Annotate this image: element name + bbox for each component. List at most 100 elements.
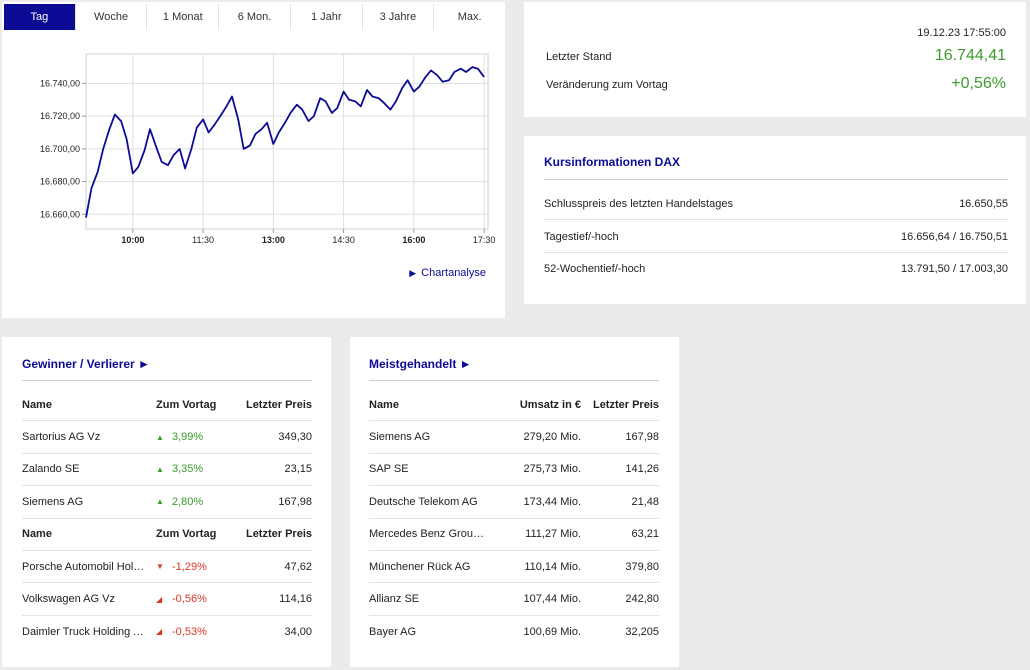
stock-name[interactable]: Allianz SE [369,593,420,606]
stock-name[interactable]: Zalando SE [22,463,80,476]
volume-cell: 275,73 Mio. [523,463,581,476]
chartanalyse-link[interactable]: ▶ Chartanalyse [409,267,486,279]
tab-max[interactable]: Max. [433,4,506,30]
change-cell: ▲ 3,99% [156,431,234,443]
winners-losers-panel: Gewinner / Verlierer ► Name Zum Vortag L… [2,337,331,667]
table-row[interactable]: Zalando SE ▲ 3,35% 23,15 [22,454,312,487]
table-header: Name Zum Vortag Letzter Preis [22,389,312,422]
change-value: 2,80% [172,495,204,508]
price-cell: 32,205 [625,625,659,638]
stock-name[interactable]: Daimler Truck Holding AG [22,625,149,638]
triangle-up-icon: ▲ [156,432,164,442]
change-cell: ▼ -1,29% [156,561,234,573]
y-tick-label: 16.740,00 [40,78,80,88]
stock-name[interactable]: SAP SE [369,463,409,476]
tab-3-years[interactable]: 3 Jahre [361,4,434,30]
price-cell: 47,62 [284,560,312,573]
info-value: 16.650,55 [959,197,1008,210]
stock-name[interactable]: Münchener Rück AG [369,560,471,573]
x-tick-label: 10:00 [121,235,144,245]
last-value: 16.744,41 [934,47,1006,64]
quote-panel: 19.12.23 17:55:00 Letzter Stand 16.744,4… [524,2,1026,117]
stock-name[interactable]: Siemens AG [369,431,431,444]
stock-name[interactable]: Deutsche Telekom AG [369,495,478,508]
tab-1-month[interactable]: 1 Monat [146,4,219,30]
col-name: Name [22,528,52,541]
stock-name[interactable]: Volkswagen AG Vz [22,593,115,606]
col-change: Zum Vortag [156,398,217,411]
price-cell: 167,98 [625,431,659,444]
play-triangle-icon: ▶ [409,267,417,278]
price-info-panel: Kursinformationen DAX Schlusspreis des l… [524,136,1026,304]
price-cell: 63,21 [631,528,659,541]
table-row[interactable]: Siemens AG ▲ 2,80% 167,98 [22,486,312,519]
table-row[interactable]: Allianz SE 107,44 Mio. 242,80 [369,583,659,616]
price-cell: 23,15 [284,463,312,476]
triangle-up-icon: ▲ [156,464,164,474]
info-row: Schlusspreis des letzten Handelstages 16… [544,188,1008,220]
table-row[interactable]: SAP SE 275,73 Mio. 141,26 [369,454,659,487]
table-header: Name Umsatz in € Letzter Preis [369,389,659,422]
y-tick-label: 16.660,00 [40,209,80,219]
tab-6-months[interactable]: 6 Mon. [218,4,290,30]
winners-losers-title[interactable]: Gewinner / Verlierer ► [22,357,150,371]
tab-day[interactable]: Tag [4,4,75,30]
title-divider [544,179,1008,180]
change-cell: ▲ 2,80% [156,496,234,508]
info-row: Tagestief/-hoch 16.656,64 / 16.750,51 [544,221,1008,253]
table-row[interactable]: Münchener Rück AG 110,14 Mio. 379,80 [369,551,659,584]
stock-name[interactable]: Siemens AG [22,495,84,508]
info-row: 52-Wochentief/-hoch 13.791,50 / 17.003,3… [544,253,1008,285]
table-row[interactable]: Deutsche Telekom AG 173,44 Mio. 21,48 [369,486,659,519]
price-cell: 379,80 [625,560,659,573]
table-row[interactable]: Volkswagen AG Vz ◢ -0,56% 114,16 [22,583,312,616]
most-traded-title[interactable]: Meistgehandelt ► [369,357,472,371]
table-row[interactable]: Daimler Truck Holding AG ◢ -0,53% 34,00 [22,616,312,648]
col-volume: Umsatz in € [519,398,581,411]
price-cell: 141,26 [625,463,659,476]
chart-panel: Tag Woche 1 Monat 6 Mon. 1 Jahr 3 Jahre … [2,2,506,318]
stock-name[interactable]: Sartorius AG Vz [22,431,101,444]
info-label: Tagestief/-hoch [544,230,619,243]
col-price: Letzter Preis [245,398,312,411]
tab-1-year[interactable]: 1 Jahr [289,4,362,30]
triangle-down-right-icon: ◢ [156,594,163,604]
price-info-title: Kursinformationen DAX [544,155,681,169]
y-tick-label: 16.720,00 [40,111,80,121]
table-row[interactable]: Mercedes Benz Group AG ... 111,27 Mio. 6… [369,519,659,551]
change-value: 3,99% [172,431,204,444]
price-cell: 34,00 [284,625,312,638]
table-row[interactable]: Bayer AG 100,69 Mio. 32,205 [369,616,659,648]
price-cell: 242,80 [625,593,659,606]
change-cell: ◢ -0,53% [156,626,234,638]
x-tick-label: 11:30 [192,235,214,245]
info-label: 52-Wochentief/-hoch [544,263,646,275]
volume-cell: 110,14 Mio. [524,560,581,573]
volume-cell: 100,69 Mio. [523,625,581,638]
col-name: Name [22,398,52,411]
triangle-down-right-icon: ◢ [156,627,163,637]
change-row: Veränderung zum Vortag +0,56% [546,75,1006,93]
winners-losers-table: Name Zum Vortag Letzter Preis Sartorius … [22,389,312,648]
intraday-chart[interactable]: 16.660,00 16.680,00 16.700,00 16.720,00 16.7… [2,32,505,257]
stock-name[interactable]: Porsche Automobil Holding... [22,560,156,573]
title-divider [22,380,312,381]
price-cell: 21,48 [631,495,659,508]
change-value: +0,56% [951,75,1006,92]
change-value: -1,29% [172,560,207,573]
table-row[interactable]: Siemens AG 279,20 Mio. 167,98 [369,421,659,454]
table-row[interactable]: Sartorius AG Vz ▲ 3,99% 349,30 [22,421,312,454]
stock-name[interactable]: Bayer AG [369,625,417,638]
volume-cell: 173,44 Mio. [523,495,581,508]
x-tick-label: 16:00 [402,235,425,245]
table-header: Name Zum Vortag Letzter Preis [22,519,312,551]
table-row[interactable]: Porsche Automobil Holding... ▼ -1,29% 47,… [22,551,312,584]
last-value-row: Letzter Stand 16.744,41 [546,47,1006,65]
price-cell: 114,16 [279,593,312,606]
info-label: Schlusspreis des letzten Handelstages [544,197,733,210]
x-tick-label: 13:00 [262,235,285,245]
stock-name[interactable]: Mercedes Benz Group AG ... [369,528,495,541]
x-tick-label: 17:30 [473,235,496,245]
tab-week[interactable]: Woche [74,4,147,30]
col-price: Letzter Preis [245,528,312,541]
